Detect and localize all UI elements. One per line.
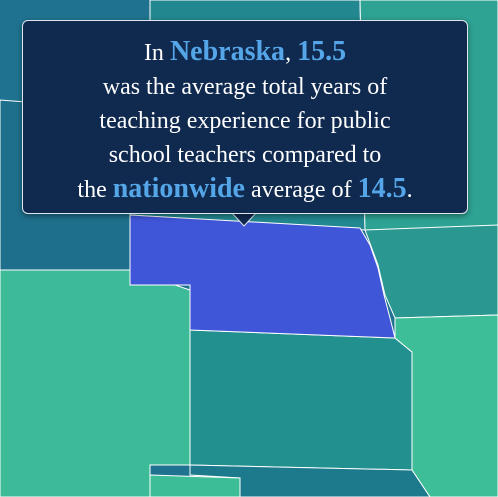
- tooltip-line: school teachers compared to: [108, 142, 382, 168]
- tooltip-line: the nationwide average of 14.5.: [23, 172, 467, 207]
- state-colorado: [0, 269, 191, 497]
- state-new-mexico: [149, 474, 241, 497]
- text: .: [406, 177, 413, 203]
- tooltip: In Nebraska, 15.5 was the average total …: [22, 20, 468, 214]
- state-name: Nebraska: [169, 36, 286, 67]
- national-value: 14.5: [357, 173, 407, 204]
- state-oklahoma: [189, 464, 431, 497]
- text: the: [77, 177, 107, 203]
- text: ,: [285, 40, 292, 66]
- text: In: [143, 40, 164, 66]
- state-kansas: [189, 329, 413, 471]
- tooltip-line: teaching experience for public: [99, 108, 391, 134]
- text: average of: [250, 177, 352, 203]
- tooltip-line: In Nebraska, 15.5: [23, 35, 467, 70]
- scope: nationwide: [112, 173, 245, 204]
- tooltip-line: was the average total years of: [102, 74, 388, 100]
- state-nebraska: [129, 214, 396, 339]
- state-value: 15.5: [297, 36, 347, 67]
